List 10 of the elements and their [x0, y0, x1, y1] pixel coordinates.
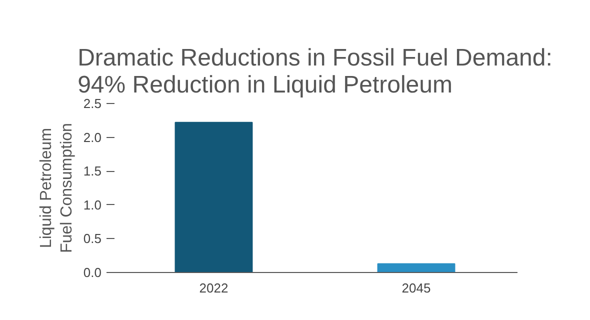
y-tick-label: 0.0: [83, 265, 102, 280]
y-tick-label: 1.0: [83, 197, 102, 212]
y-tick-label: 1.5: [83, 164, 102, 179]
x-tick-label: 2045: [402, 280, 431, 296]
y-axis-title: Liquid Petroleum Fuel Consumption: [38, 123, 76, 253]
chart-title: Dramatic Reductions in Fossil Fuel Demand: 94% Reduction in Liquid Petroleum: [78, 44, 552, 98]
x-tick-label: 2022: [199, 280, 228, 296]
y-tick-label: 2.0: [83, 130, 102, 145]
y-tick-label: 2.5: [83, 96, 102, 111]
y-tick-label: 0.5: [83, 231, 102, 246]
